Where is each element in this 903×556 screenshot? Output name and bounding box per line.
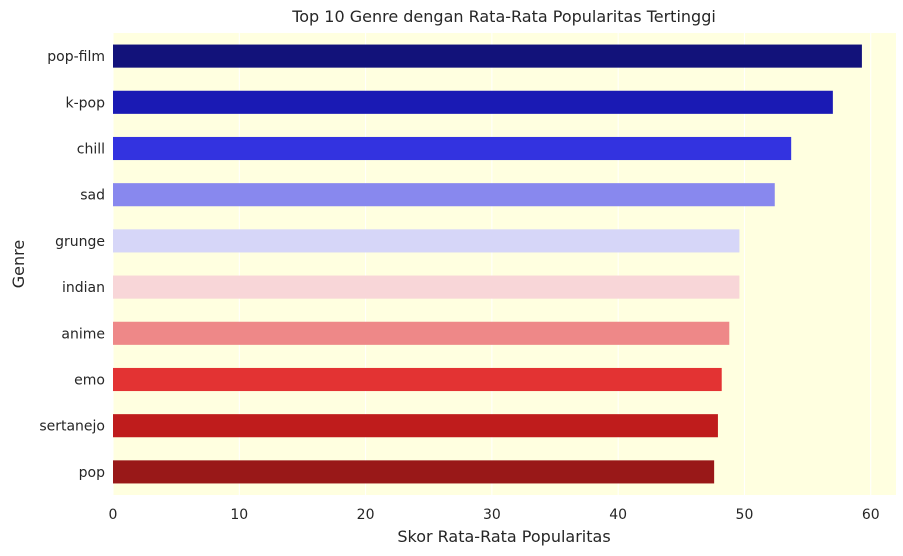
bar-pop-film bbox=[113, 44, 862, 68]
x-tick-label-0: 0 bbox=[109, 507, 118, 523]
y-tick-label-sad: sad bbox=[80, 188, 105, 204]
x-tick-label-20: 20 bbox=[357, 507, 375, 523]
y-tick-label-sertanejo: sertanejo bbox=[39, 419, 105, 435]
bar-emo bbox=[113, 367, 722, 392]
y-tick-label-k-pop: k-pop bbox=[66, 95, 106, 111]
y-axis-label: Genre bbox=[9, 240, 28, 288]
y-tick-label-anime: anime bbox=[61, 326, 105, 342]
y-tick-label-grunge: grunge bbox=[55, 234, 105, 250]
y-tick-label-indian: indian bbox=[62, 280, 105, 296]
y-tick-labels: pop-film k-pop chill sad grunge indian anime em… bbox=[39, 49, 105, 481]
x-tick-label-10: 10 bbox=[230, 507, 248, 523]
y-tick-label-pop-film: pop-film bbox=[47, 49, 105, 65]
x-tick-label-60: 60 bbox=[862, 507, 880, 523]
bar-indian bbox=[113, 275, 740, 299]
x-tick-label-30: 30 bbox=[483, 507, 501, 523]
bar-sertanejo bbox=[113, 414, 718, 438]
y-tick-label-chill: chill bbox=[77, 142, 105, 158]
x-tick-label-40: 40 bbox=[609, 507, 627, 523]
x-axis-label: Skor Rata-Rata Popularitas bbox=[397, 527, 610, 546]
y-tick-label-emo: emo bbox=[74, 373, 105, 389]
y-tick-label-pop: pop bbox=[79, 465, 105, 481]
chart-title: Top 10 Genre dengan Rata-Rata Popularita… bbox=[291, 7, 716, 26]
bar-k-pop bbox=[113, 90, 833, 114]
x-tick-labels: 0 10 20 30 40 50 60 bbox=[109, 507, 880, 523]
bar-sad bbox=[113, 183, 775, 207]
bars bbox=[113, 44, 862, 484]
bar-anime bbox=[113, 321, 730, 345]
bar-grunge bbox=[113, 229, 740, 253]
bar-chill bbox=[113, 136, 792, 161]
bar-pop bbox=[113, 460, 715, 484]
x-tick-label-50: 50 bbox=[736, 507, 754, 523]
